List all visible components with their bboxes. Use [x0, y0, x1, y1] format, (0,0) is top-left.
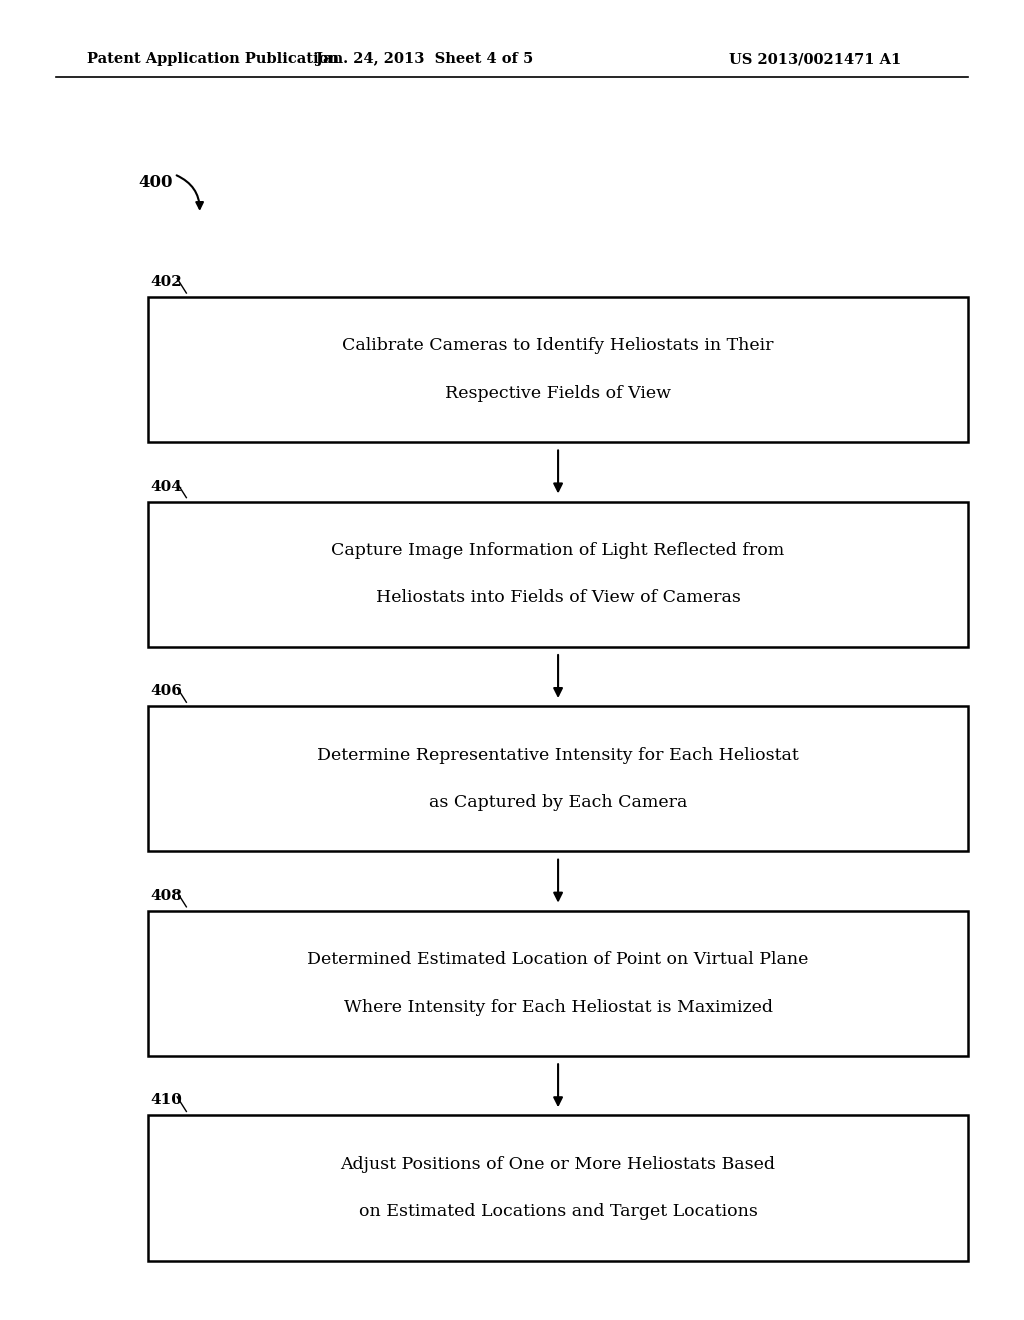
- Text: Jan. 24, 2013  Sheet 4 of 5: Jan. 24, 2013 Sheet 4 of 5: [316, 53, 534, 66]
- Text: 404: 404: [151, 479, 182, 494]
- Text: Adjust Positions of One or More Heliostats Based: Adjust Positions of One or More Heliosta…: [341, 1156, 775, 1172]
- Text: 400: 400: [138, 174, 173, 190]
- Text: as Captured by Each Camera: as Captured by Each Camera: [429, 795, 687, 810]
- Text: 406: 406: [151, 684, 182, 698]
- Bar: [148, 911, 968, 1056]
- Text: Determined Estimated Location of Point on Virtual Plane: Determined Estimated Location of Point o…: [307, 952, 809, 968]
- Bar: [148, 706, 968, 851]
- Text: Determine Representative Intensity for Each Heliostat: Determine Representative Intensity for E…: [317, 747, 799, 763]
- Text: Capture Image Information of Light Reflected from: Capture Image Information of Light Refle…: [332, 543, 784, 558]
- Text: 408: 408: [151, 888, 182, 903]
- Bar: [148, 502, 968, 647]
- Text: on Estimated Locations and Target Locations: on Estimated Locations and Target Locati…: [358, 1204, 758, 1220]
- Bar: [148, 1115, 968, 1261]
- Bar: [148, 297, 968, 442]
- Text: Respective Fields of View: Respective Fields of View: [445, 385, 671, 401]
- Text: 402: 402: [151, 275, 182, 289]
- Text: Heliostats into Fields of View of Cameras: Heliostats into Fields of View of Camera…: [376, 590, 740, 606]
- Text: 410: 410: [151, 1093, 182, 1107]
- Text: Calibrate Cameras to Identify Heliostats in Their: Calibrate Cameras to Identify Heliostats…: [342, 338, 774, 354]
- Text: Patent Application Publication: Patent Application Publication: [87, 53, 339, 66]
- Text: US 2013/0021471 A1: US 2013/0021471 A1: [729, 53, 901, 66]
- Text: Where Intensity for Each Heliostat is Maximized: Where Intensity for Each Heliostat is Ma…: [344, 999, 772, 1015]
